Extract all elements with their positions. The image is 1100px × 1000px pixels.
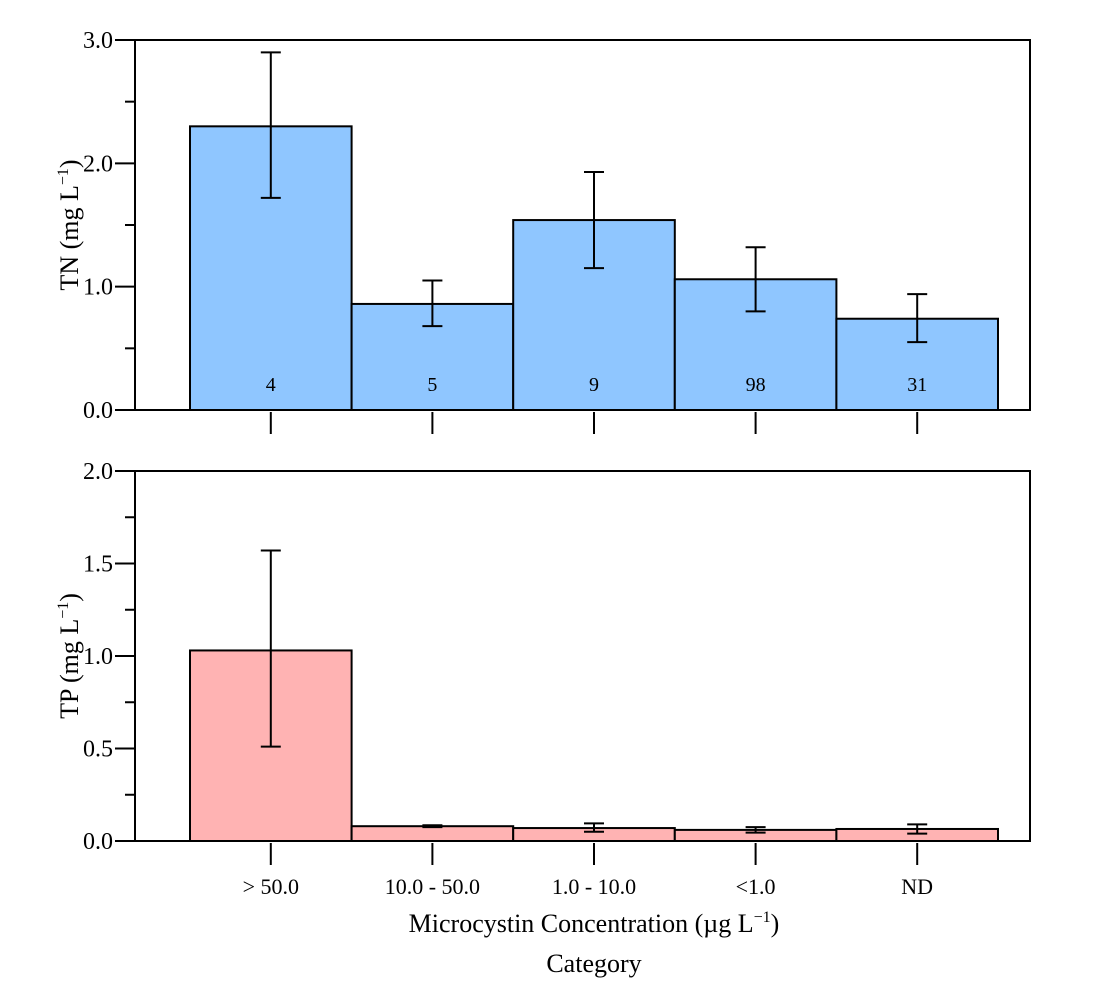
y-axis-label-close: ) [55,159,84,168]
y-tick-label: 3.0 [83,28,113,54]
error-bar [907,293,928,344]
x-axis-label: Microcystin Concentration (µg L−1) [409,909,780,938]
error-bar [260,549,281,748]
x-category-label: ND [901,874,933,899]
panel-tn: 4 5 9 98 31 0.0 1.0 2.0 3.0 TN (mg L−1) [55,28,1031,434]
error-bar [260,51,281,199]
y-axis-label-unit-exponent: −1 [55,168,72,185]
y-axis-label-unit-exponent: −1 [55,602,72,619]
y-tick-label: 1.0 [83,644,113,670]
x-category-label: <1.0 [736,874,776,899]
y-axis-label-main: TN (mg L [55,185,84,290]
x-category-label: 10.0 - 50.0 [385,874,480,899]
y-tick-label: 2.0 [83,151,113,177]
x-category-label: 1.0 - 10.0 [552,874,636,899]
sample-count-label: 31 [907,374,927,396]
y-tick-label: 1.0 [83,275,113,301]
error-bar [584,822,604,833]
x-axis-label-unit-exponent: −1 [754,909,771,926]
y-axis-label: TN (mg L−1) [55,159,84,290]
y-tick-label: 0.0 [83,398,113,424]
y-axis-label-main: TP (mg L [55,619,84,719]
x-category-label: > 50.0 [243,874,299,899]
error-bar [422,279,443,328]
x-axis-label-line2: Category [546,949,641,978]
y-tick-label: 0.0 [83,829,113,855]
y-axis-label: TP (mg L−1) [55,593,84,719]
y-tick-label: 1.5 [83,552,113,578]
sample-count-label: 5 [427,374,437,396]
error-bar [745,246,766,313]
y-axis-label-close: ) [55,593,84,602]
sample-count-label: 4 [266,374,276,396]
y-tick-label: 2.0 [83,459,113,485]
error-bar [745,826,766,834]
sample-count-label: 9 [589,374,599,396]
error-bar [584,170,604,270]
y-tick-label: 0.5 [83,737,113,763]
error-bar [907,823,928,835]
error-bar [422,824,443,829]
sample-count-label: 98 [746,374,766,396]
bar [350,825,515,843]
panel-tp: 0.0 0.5 1.0 1.5 2.0 TP (mg L−1) [55,459,1031,865]
x-axis-label-main: Microcystin Concentration (µg L [409,909,754,938]
x-axis-label-close: ) [771,909,780,938]
